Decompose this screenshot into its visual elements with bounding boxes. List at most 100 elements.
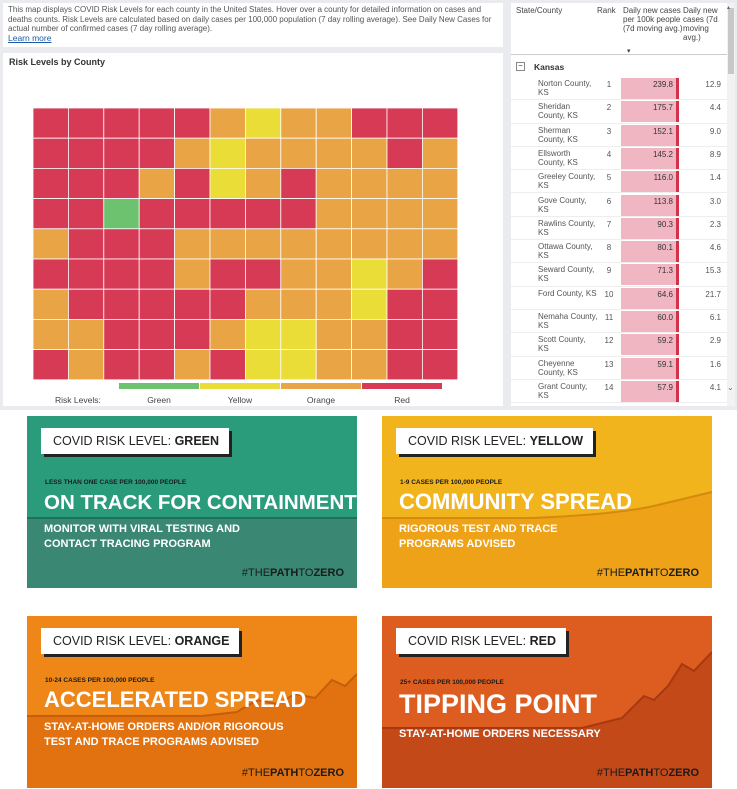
table-row[interactable]: Seward County, KS 9 71.3 15.3 <box>511 263 727 287</box>
scroll-down-icon[interactable]: ⌄ <box>727 383 734 392</box>
county-shape[interactable] <box>244 168 282 200</box>
county-shape[interactable] <box>280 349 317 381</box>
collapse-icon[interactable]: − <box>516 62 525 71</box>
county-shape[interactable] <box>280 107 317 139</box>
county-shape[interactable] <box>315 318 353 350</box>
county-shape[interactable] <box>244 349 282 381</box>
county-shape[interactable] <box>315 258 353 290</box>
county-shape[interactable] <box>68 228 105 260</box>
county-shape[interactable] <box>32 288 69 320</box>
county-shape[interactable] <box>244 198 282 230</box>
county-shape[interactable] <box>138 288 175 320</box>
county-shape[interactable] <box>68 258 105 290</box>
county-shape[interactable] <box>103 198 140 230</box>
county-shape[interactable] <box>138 107 175 139</box>
county-shape[interactable] <box>103 349 140 381</box>
county-shape[interactable] <box>421 137 459 169</box>
county-shape[interactable] <box>138 228 175 260</box>
county-shape[interactable] <box>280 288 317 320</box>
county-shape[interactable] <box>244 137 282 169</box>
county-shape[interactable] <box>386 349 423 381</box>
county-shape[interactable] <box>421 288 459 320</box>
header-rate[interactable]: Daily new cases per 100k people (7d movi… <box>623 6 683 33</box>
county-shape[interactable] <box>32 107 69 139</box>
county-shape[interactable] <box>103 258 140 290</box>
county-shape[interactable] <box>174 168 211 200</box>
table-row[interactable]: Ford County, KS 10 64.6 21.7 <box>511 287 727 310</box>
county-shape[interactable] <box>386 168 423 200</box>
county-map[interactable] <box>3 53 503 406</box>
county-shape[interactable] <box>421 258 459 290</box>
county-shape[interactable] <box>351 288 388 320</box>
county-shape[interactable] <box>351 349 388 381</box>
county-shape[interactable] <box>103 107 140 139</box>
county-shape[interactable] <box>32 318 69 350</box>
county-shape[interactable] <box>351 137 388 169</box>
county-shape[interactable] <box>103 137 140 169</box>
table-row[interactable]: Grant County, KS 14 57.9 4.1 <box>511 380 727 404</box>
county-shape[interactable] <box>386 137 423 169</box>
scroll-up-icon[interactable]: ▴ <box>727 5 731 11</box>
county-shape[interactable] <box>32 258 69 290</box>
learn-more-link[interactable]: Learn more <box>8 32 52 43</box>
county-shape[interactable] <box>103 168 140 200</box>
county-shape[interactable] <box>209 288 246 320</box>
county-shape[interactable] <box>315 198 353 230</box>
county-shape[interactable] <box>174 258 211 290</box>
county-shape[interactable] <box>315 349 353 381</box>
header-state-county[interactable]: State/County <box>516 6 563 15</box>
county-shape[interactable] <box>68 107 105 139</box>
county-shape[interactable] <box>68 198 105 230</box>
county-shape[interactable] <box>209 349 246 381</box>
county-shape[interactable] <box>209 318 246 350</box>
county-shape[interactable] <box>174 228 211 260</box>
county-shape[interactable] <box>421 349 459 381</box>
county-shape[interactable] <box>174 288 211 320</box>
kansas-counties[interactable] <box>32 107 459 381</box>
county-shape[interactable] <box>138 137 175 169</box>
county-shape[interactable] <box>386 107 423 139</box>
table-row[interactable]: Sherman County, KS 3 152.1 9.0 <box>511 124 727 147</box>
county-shape[interactable] <box>103 228 140 260</box>
table-row[interactable]: Norton County, KS 1 239.8 12.9 <box>511 77 727 101</box>
county-shape[interactable] <box>280 258 317 290</box>
county-shape[interactable] <box>174 137 211 169</box>
county-shape[interactable] <box>209 258 246 290</box>
county-shape[interactable] <box>386 198 423 230</box>
county-shape[interactable] <box>209 228 246 260</box>
county-shape[interactable] <box>386 228 423 260</box>
county-shape[interactable] <box>174 318 211 350</box>
header-cases[interactable]: Daily new cases (7d moving avg.) <box>683 6 718 42</box>
county-shape[interactable] <box>351 168 388 200</box>
county-shape[interactable] <box>174 198 211 230</box>
table-scrollbar[interactable]: ▴ ⌄ <box>727 3 735 406</box>
header-rank[interactable]: Rank <box>597 6 616 15</box>
county-shape[interactable] <box>280 318 317 350</box>
county-shape[interactable] <box>280 228 317 260</box>
county-shape[interactable] <box>244 228 282 260</box>
table-row[interactable]: Gove County, KS 6 113.8 3.0 <box>511 194 727 217</box>
county-shape[interactable] <box>138 318 175 350</box>
county-shape[interactable] <box>209 107 246 139</box>
county-shape[interactable] <box>421 228 459 260</box>
county-shape[interactable] <box>421 198 459 230</box>
table-row[interactable]: Nemaha County, KS 11 60.0 6.1 <box>511 310 727 334</box>
county-shape[interactable] <box>280 168 317 200</box>
county-shape[interactable] <box>68 318 105 350</box>
county-shape[interactable] <box>421 168 459 200</box>
county-shape[interactable] <box>351 228 388 260</box>
table-row[interactable]: Rawlins County, KS 7 90.3 2.3 <box>511 217 727 241</box>
county-shape[interactable] <box>315 168 353 200</box>
county-shape[interactable] <box>32 349 69 381</box>
county-shape[interactable] <box>32 198 69 230</box>
table-row[interactable]: Greeley County, KS 5 116.0 1.4 <box>511 170 727 194</box>
county-shape[interactable] <box>280 198 317 230</box>
county-shape[interactable] <box>315 288 353 320</box>
county-shape[interactable] <box>32 228 69 260</box>
county-shape[interactable] <box>103 318 140 350</box>
county-shape[interactable] <box>351 258 388 290</box>
table-row[interactable]: Ottawa County, KS 8 80.1 4.6 <box>511 240 727 264</box>
county-shape[interactable] <box>386 318 423 350</box>
county-shape[interactable] <box>32 168 69 200</box>
county-shape[interactable] <box>138 198 175 230</box>
